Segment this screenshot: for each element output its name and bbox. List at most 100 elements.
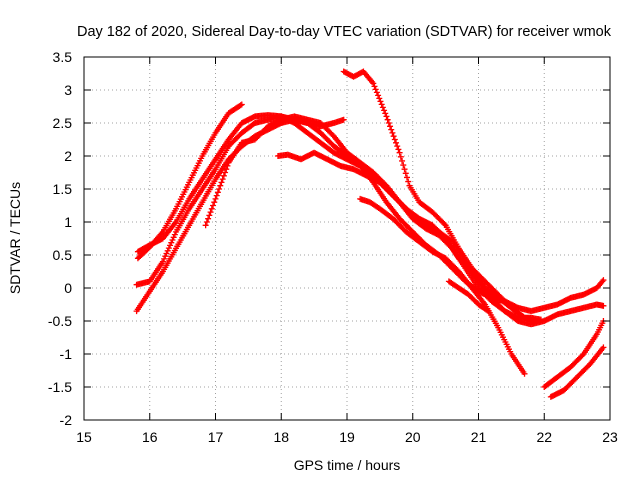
x-tick-label: 17 [208, 429, 224, 445]
data-point [378, 101, 385, 108]
data-point [484, 307, 491, 314]
data-point [164, 247, 171, 254]
data-point [218, 179, 225, 186]
y-tick-label: 1.5 [53, 181, 73, 197]
data-point [399, 157, 406, 164]
data-point [224, 162, 231, 169]
y-tick-label: 0 [64, 280, 72, 296]
y-tick-label: -2 [60, 412, 73, 428]
data-point [384, 116, 391, 123]
x-tick-label: 20 [405, 429, 421, 445]
data-point [379, 104, 386, 111]
series-arc-11 [547, 344, 607, 400]
data-point [238, 101, 245, 108]
data-point [167, 242, 174, 249]
data-point [220, 172, 227, 179]
data-point [377, 98, 384, 105]
data-point [169, 237, 176, 243]
y-tick-label: -1 [60, 346, 73, 362]
series-arc-4 [133, 116, 607, 315]
data-point [168, 239, 175, 246]
data-point [389, 129, 396, 136]
data-point [390, 133, 397, 140]
chart-title: Day 182 of 2020, Sidereal Day-to-day VTE… [77, 24, 612, 40]
data-point [391, 136, 398, 143]
data-point [382, 110, 389, 117]
data-point [383, 113, 390, 120]
x-axis: 15 16 17 18 19 20 21 22 23 [76, 57, 618, 445]
data-point [375, 92, 382, 99]
data-point [400, 162, 407, 169]
data-point [397, 153, 404, 160]
data-point [208, 205, 215, 212]
data-point [387, 123, 394, 130]
x-tick-label: 18 [273, 429, 289, 445]
x-tick-label: 19 [339, 429, 355, 445]
series-arc-8 [357, 195, 528, 377]
data-point [534, 318, 541, 324]
x-tick-label: 22 [536, 429, 552, 445]
data-point [163, 250, 170, 257]
data-point [521, 370, 528, 377]
y-tick-label: 2.5 [53, 115, 73, 131]
data-point [171, 231, 178, 238]
data-point [394, 143, 401, 150]
x-tick-label: 21 [471, 429, 487, 445]
data-point [401, 166, 408, 173]
series-arc-3 [133, 113, 607, 328]
data-point [373, 89, 380, 96]
y-axis-label: SDTVAR / TECUs [7, 182, 23, 294]
x-tick-label: 23 [602, 429, 618, 445]
data-point [371, 83, 378, 90]
data-point [600, 302, 607, 309]
y-tick-label: 1 [64, 214, 72, 230]
data-point [170, 234, 177, 241]
x-tick-label: 15 [76, 429, 92, 445]
data-point [370, 80, 377, 87]
data-point [223, 166, 230, 173]
y-tick-label: -0.5 [48, 313, 72, 329]
y-tick-label: -1.5 [48, 379, 72, 395]
data-point [402, 170, 409, 177]
y-tick-label: 0.5 [53, 247, 73, 263]
y-tick-label: 2 [64, 148, 72, 164]
series-arc-7 [340, 68, 541, 324]
data-point [205, 215, 212, 222]
data-point [165, 245, 172, 252]
data-point [600, 344, 607, 351]
data-point [340, 116, 347, 123]
y-axis: 3.5 3 2.5 2 1.5 1 0.5 0 -0.5 -1 -1.5 -2 [48, 49, 610, 428]
data-point [212, 195, 219, 202]
data-point [388, 126, 395, 133]
data-point [207, 209, 214, 216]
data-point [385, 120, 392, 126]
data-point [203, 219, 210, 225]
data-point [217, 182, 224, 189]
y-tick-label: 3.5 [53, 49, 73, 65]
data-point [162, 253, 169, 260]
data-point [403, 174, 410, 181]
data-point [219, 176, 226, 183]
data-point [441, 221, 448, 228]
data-point [202, 222, 209, 229]
data-point [376, 95, 383, 102]
data-point [211, 199, 218, 206]
data-point [216, 186, 223, 192]
data-point [599, 278, 606, 285]
x-axis-label: GPS time / hours [294, 457, 401, 473]
data-point [393, 139, 400, 146]
data-point [159, 258, 166, 265]
series-arc-1 [134, 101, 245, 262]
data-point [372, 86, 379, 93]
data-point [206, 212, 213, 219]
data-points [133, 68, 607, 400]
data-point [396, 149, 403, 156]
data-point [395, 146, 402, 153]
x-tick-label: 16 [142, 429, 158, 445]
data-point [214, 189, 221, 196]
data-point [537, 316, 544, 323]
series-arc-9 [445, 278, 492, 315]
data-point [237, 102, 244, 109]
data-point [161, 255, 168, 262]
